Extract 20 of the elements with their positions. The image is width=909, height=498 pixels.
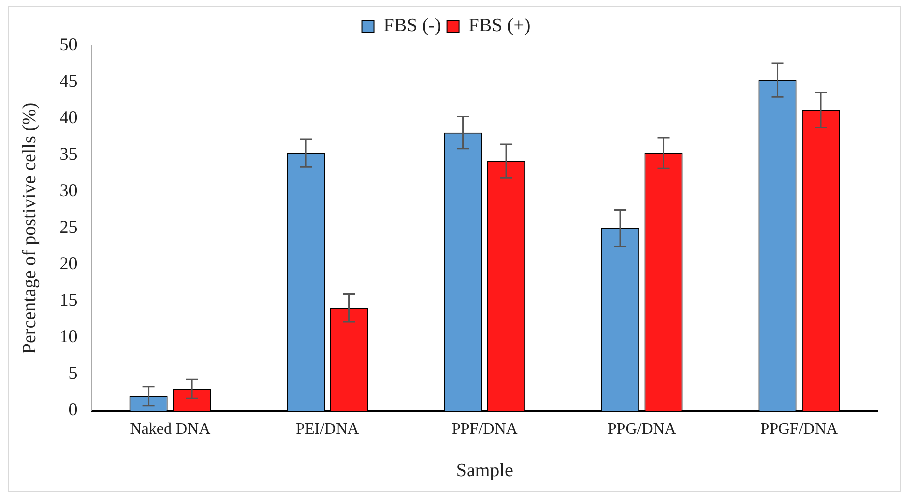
x-tick-label: PPGF/DNA (760, 420, 839, 438)
x-axis-title: Sample (456, 460, 514, 482)
y-tick-label: 45 (60, 71, 78, 92)
x-tick-label: PPG/DNA (608, 420, 677, 438)
y-tick-label: 35 (60, 144, 78, 164)
y-tick-label: 20 (60, 254, 78, 274)
y-tick-label: 0 (68, 400, 78, 420)
x-tick-label: PPF/DNA (452, 420, 518, 438)
legend-label: FBS (+) (468, 15, 531, 36)
y-tick-label: 40 (60, 108, 78, 128)
x-tick-label: PEI/DNA (296, 420, 360, 438)
y-tick-label: 10 (60, 326, 78, 347)
y-tick-label: 5 (68, 363, 78, 384)
y-tick-label: 15 (60, 290, 78, 310)
y-tick-label: 25 (60, 217, 78, 238)
y-tick-label: 50 (60, 34, 78, 55)
y-axis-title: Percentage of postivive cells (%) (19, 102, 40, 354)
legend-label: FBS (-) (384, 15, 442, 36)
x-tick-label: Naked DNA (130, 420, 212, 438)
y-tick-label: 30 (60, 180, 78, 201)
